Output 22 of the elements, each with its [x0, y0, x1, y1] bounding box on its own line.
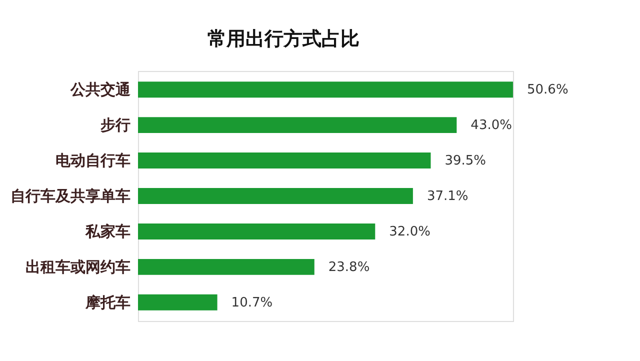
data-label: 10.7%: [231, 295, 273, 310]
bar: [138, 152, 431, 169]
y-tick-label: 出租车或网约车: [26, 258, 130, 276]
bar: [138, 258, 314, 275]
y-tick-label: 公共交通: [70, 80, 132, 99]
y-tick-label: 电动自行车: [56, 152, 130, 170]
bar: [138, 188, 413, 204]
data-label: 50.6%: [527, 82, 568, 98]
bar: [138, 294, 218, 310]
bar: [138, 82, 513, 98]
bar: [138, 117, 457, 134]
data-label: 32.0%: [389, 224, 430, 240]
data-label: 39.5%: [444, 154, 486, 169]
chart-title: 常用出行方式占比: [208, 28, 360, 50]
y-tick-label: 步行: [100, 116, 130, 134]
y-tick-label: 私家车: [84, 222, 130, 240]
data-label: 37.1%: [426, 189, 468, 204]
bar: [138, 223, 376, 240]
y-tick-label: 自行车及共享单车: [10, 187, 130, 205]
data-label: 23.8%: [328, 260, 370, 275]
data-label: 43.0%: [470, 118, 512, 134]
y-tick-label: 摩托车: [84, 293, 130, 312]
